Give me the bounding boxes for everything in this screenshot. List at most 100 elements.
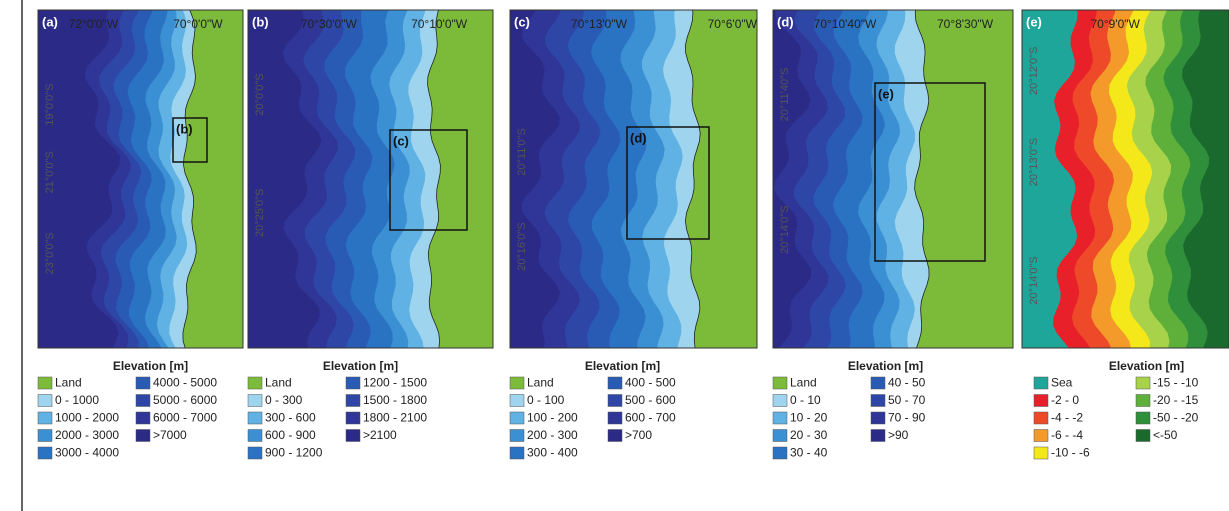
legend-label: 10 - 20 xyxy=(790,411,828,425)
legend-swatch xyxy=(346,412,360,424)
legend-label: 300 - 400 xyxy=(527,446,578,460)
latitude-label: 20°25'0"S xyxy=(254,189,266,237)
legend-label: 70 - 90 xyxy=(888,411,926,425)
legend-swatch xyxy=(1034,412,1048,424)
legend-title: Elevation [m] xyxy=(848,359,923,373)
latitude-label: 20°11'0"S xyxy=(516,128,528,176)
latitude-label: 21°0'0"S xyxy=(44,151,56,193)
legend-swatch xyxy=(346,395,360,407)
legend-label: 100 - 200 xyxy=(527,411,578,425)
legend-label: >7000 xyxy=(153,428,187,442)
legend-label: 50 - 70 xyxy=(888,393,926,407)
legend-label: 5000 - 6000 xyxy=(153,393,217,407)
map-panel xyxy=(248,5,503,353)
legend-swatch xyxy=(1034,447,1048,459)
longitude-label: 70°30'0"W xyxy=(301,17,358,31)
legend-label: 0 - 300 xyxy=(265,393,303,407)
legend-swatch xyxy=(136,377,150,389)
legend-label: <-50 xyxy=(1153,428,1178,442)
map-panel xyxy=(38,5,253,353)
legend-swatch xyxy=(346,377,360,389)
latitude-label: 20°16'0"S xyxy=(516,222,528,270)
latitude-label: 20°13'0"S xyxy=(1028,138,1040,186)
legend-swatch xyxy=(608,412,622,424)
legend-swatch xyxy=(38,395,52,407)
legend-swatch xyxy=(38,430,52,442)
legend-swatch xyxy=(1034,395,1048,407)
inset-label: (b) xyxy=(176,121,193,136)
legend-label: Sea xyxy=(1051,376,1073,390)
legend-label: 20 - 30 xyxy=(790,428,828,442)
latitude-label: 20°11'40"S xyxy=(779,68,791,122)
panel-label: (b) xyxy=(252,14,269,29)
legend-label: 900 - 1200 xyxy=(265,446,323,460)
legend-label: Land xyxy=(527,376,554,390)
legend-swatch xyxy=(248,377,262,389)
legend-label: -20 - -15 xyxy=(1153,393,1199,407)
legend-title: Elevation [m] xyxy=(585,359,660,373)
land xyxy=(915,5,1023,353)
legend-label: 1500 - 1800 xyxy=(363,393,427,407)
legend-label: 200 - 300 xyxy=(527,428,578,442)
legend-label: -6 - -4 xyxy=(1051,428,1083,442)
legend-label: 4000 - 5000 xyxy=(153,376,217,390)
legend-swatch xyxy=(38,447,52,459)
legend-swatch xyxy=(608,430,622,442)
legend-label: >700 xyxy=(625,428,652,442)
legend-swatch xyxy=(871,430,885,442)
longitude-label: 70°6'0"W xyxy=(708,17,758,31)
legend-label: 300 - 600 xyxy=(265,411,316,425)
legend-label: -4 - -2 xyxy=(1051,411,1083,425)
legend-swatch xyxy=(248,412,262,424)
legend-swatch xyxy=(510,430,524,442)
legend-swatch xyxy=(1136,430,1150,442)
legend-swatch xyxy=(510,412,524,424)
latitude-label: 20°12'0"S xyxy=(1028,47,1040,95)
longitude-label: 70°0'0"W xyxy=(173,17,223,31)
longitude-label: 70°9'0"W xyxy=(1090,17,1140,31)
legend-title: Elevation [m] xyxy=(113,359,188,373)
legend-label: 600 - 900 xyxy=(265,428,316,442)
land xyxy=(428,5,503,353)
latitude-label: 20°0'0"S xyxy=(254,73,266,115)
land xyxy=(183,5,253,353)
legend-swatch xyxy=(38,412,52,424)
legend-swatch xyxy=(1034,430,1048,442)
legend-swatch xyxy=(248,430,262,442)
legend-label: Land xyxy=(790,376,817,390)
legend-swatch xyxy=(608,395,622,407)
legend-label: Land xyxy=(265,376,292,390)
legend-swatch xyxy=(608,377,622,389)
longitude-label: 70°10'40"W xyxy=(814,17,877,31)
legend-label: -2 - 0 xyxy=(1051,393,1079,407)
legend-label: -50 - -20 xyxy=(1153,411,1199,425)
legend-title: Elevation [m] xyxy=(323,359,398,373)
legend-swatch xyxy=(871,395,885,407)
legend-swatch xyxy=(136,395,150,407)
legend-swatch xyxy=(871,412,885,424)
legend-label: >2100 xyxy=(363,428,397,442)
legend-label: 1000 - 2000 xyxy=(55,411,119,425)
legend-swatch xyxy=(773,412,787,424)
legend-swatch xyxy=(510,395,524,407)
legend-label: 2000 - 3000 xyxy=(55,428,119,442)
legend-swatch xyxy=(136,430,150,442)
panel-label: (d) xyxy=(777,14,794,29)
legend-label: Land xyxy=(55,376,82,390)
legend-label: 40 - 50 xyxy=(888,376,926,390)
latitude-label: 20°14'0"S xyxy=(1028,256,1040,304)
legend-label: 30 - 40 xyxy=(790,446,828,460)
inset-label: (d) xyxy=(630,130,647,145)
legend-label: 600 - 700 xyxy=(625,411,676,425)
legend-label: 0 - 10 xyxy=(790,393,821,407)
legend-swatch xyxy=(1136,412,1150,424)
legend-swatch xyxy=(38,377,52,389)
legend-swatch xyxy=(1136,377,1150,389)
legend-swatch xyxy=(510,447,524,459)
panel-label: (c) xyxy=(514,14,530,29)
legend-swatch xyxy=(871,377,885,389)
legend-swatch xyxy=(510,377,524,389)
legend-swatch xyxy=(773,377,787,389)
legend-swatch xyxy=(136,412,150,424)
legend-swatch xyxy=(773,447,787,459)
